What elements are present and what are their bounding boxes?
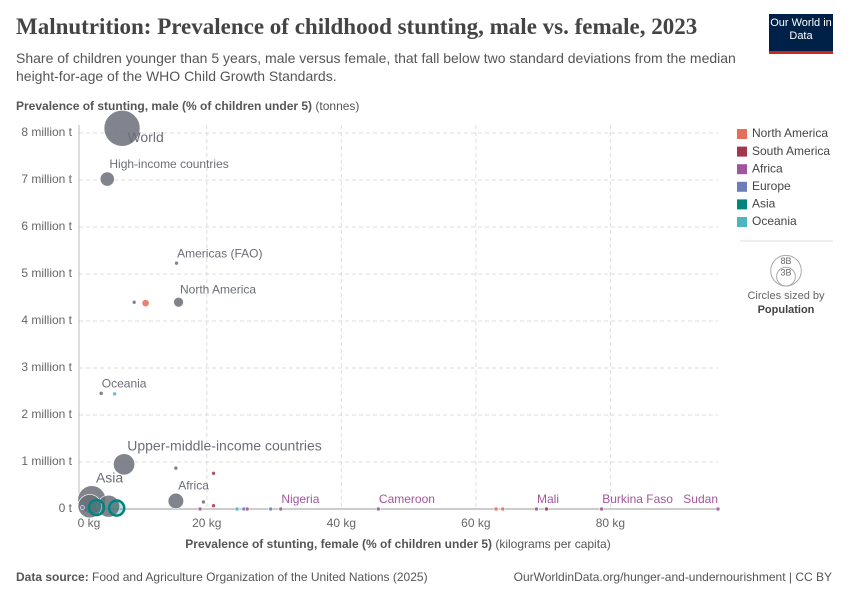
x-tick-label: 60 kg — [461, 516, 490, 530]
size-legend-circle — [776, 266, 796, 287]
y-tick-label: 7 million t — [21, 172, 72, 186]
y-tick-label: 6 million t — [21, 219, 72, 233]
y-tick-label: 5 million t — [21, 266, 72, 280]
bubble — [493, 506, 499, 512]
y-tick-label: 2 million t — [21, 407, 72, 421]
x-label: Prevalence of stunting, female (% of chi… — [185, 537, 492, 551]
bubble — [167, 492, 184, 510]
bubble — [113, 453, 136, 476]
source-label: Data source: — [16, 570, 89, 584]
bubble — [376, 506, 381, 512]
legend-label: Africa — [752, 161, 783, 175]
bubble — [131, 299, 137, 305]
y-label: Prevalence of stunting, male (% of child… — [16, 99, 313, 113]
y-tick-label: 4 million t — [21, 313, 72, 327]
point-label: Upper-middle-income countries — [127, 437, 322, 453]
bubble — [112, 391, 117, 397]
bubble — [201, 499, 206, 505]
legend-label: South America — [752, 144, 830, 158]
bubble — [534, 506, 539, 512]
legend-swatch — [737, 217, 747, 227]
bubble — [80, 505, 85, 510]
point-label: North America — [180, 282, 256, 296]
point-label: Asia — [96, 469, 123, 485]
point-label: Mali — [537, 492, 559, 506]
bubble — [173, 465, 179, 471]
bubble — [241, 506, 247, 512]
footer-source: Data source: Food and Agriculture Organi… — [16, 570, 428, 584]
legend-label: North America — [752, 126, 828, 140]
point-label: Africa — [178, 478, 209, 492]
point-label: High-income countries — [109, 157, 228, 171]
legend-label: Oceania — [752, 214, 797, 228]
size-legend-variable: Population — [758, 304, 815, 316]
point-label: World — [127, 129, 163, 145]
bubble — [715, 506, 721, 512]
bubble — [278, 506, 284, 512]
bubble — [141, 299, 150, 308]
bubble — [544, 506, 549, 512]
bubble — [211, 503, 216, 509]
bubble — [211, 470, 216, 476]
x-tick-label: 80 kg — [596, 516, 625, 530]
point-label: Burkina Faso — [602, 492, 673, 506]
bubble — [268, 506, 274, 512]
chart-title: Malnutrition: Prevalence of childhood st… — [16, 14, 698, 39]
size-legend-label: 8B — [780, 256, 791, 266]
bubble — [173, 296, 184, 308]
bubble — [174, 260, 179, 266]
y-unit: (tonnes) — [315, 99, 360, 113]
y-tick-label: 8 million t — [21, 125, 72, 139]
legend-label: Europe — [752, 179, 791, 193]
legend-swatch — [737, 146, 747, 157]
y-tick-label: 0 t — [59, 501, 73, 515]
bubble — [99, 171, 115, 187]
legend-swatch — [737, 199, 747, 210]
legend-swatch — [737, 164, 747, 175]
logo[interactable]: Our World in Data — [769, 14, 833, 54]
bubble — [103, 109, 141, 147]
x-tick-label: 20 kg — [192, 516, 221, 530]
point-label: Oceania — [102, 377, 147, 391]
bubble — [234, 506, 240, 512]
point-label: Americas (FAO) — [177, 246, 262, 260]
bubble — [500, 506, 506, 512]
x-axis-title: Prevalence of stunting, female (% of chi… — [0, 537, 796, 551]
y-tick-label: 3 million t — [21, 360, 72, 374]
bubble — [107, 499, 126, 517]
legend-swatch — [737, 129, 747, 139]
x-tick-label: 40 kg — [327, 516, 356, 530]
point-label: Nigeria — [281, 492, 319, 506]
legend-label: Asia — [752, 197, 776, 211]
point-label: Cameroon — [379, 492, 435, 506]
bubble — [98, 391, 104, 396]
bubble — [87, 498, 106, 517]
size-legend-label: 3B — [780, 268, 791, 278]
x-tick-label: 0 kg — [78, 516, 101, 530]
point-label: Sudan — [683, 492, 718, 506]
y-tick-label: 1 million t — [21, 454, 72, 468]
x-unit: (kilograms per capita) — [495, 537, 611, 551]
footer-url[interactable]: OurWorldinData.org/hunger-and-undernouri… — [513, 570, 832, 584]
bubble — [599, 506, 604, 512]
y-axis-title: Prevalence of stunting, male (% of child… — [16, 99, 359, 113]
bubble — [197, 506, 203, 512]
chart-subtitle: Share of children younger than 5 years, … — [16, 50, 736, 84]
size-legend-title: Circles sized by — [747, 290, 825, 302]
source: Food and Agriculture Organization of the… — [92, 570, 428, 584]
legend-swatch — [737, 181, 747, 192]
